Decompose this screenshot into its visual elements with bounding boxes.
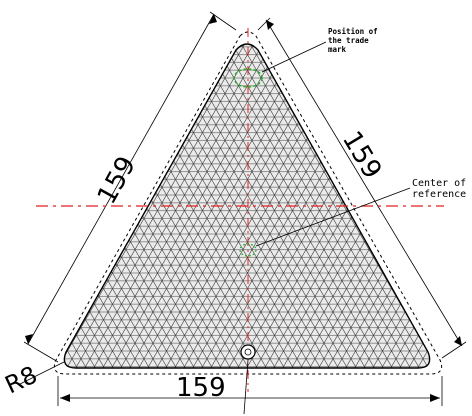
left-dimension-label: 159 — [92, 151, 142, 209]
mounting-hole-inner — [244, 348, 252, 356]
trade-mark-note-line3: mark — [328, 45, 347, 54]
right-dim-line — [265, 19, 463, 347]
trade-mark-note-line2: the trade — [328, 36, 369, 45]
center-reference-marker — [239, 243, 257, 257]
mounting-hole — [240, 344, 256, 360]
left-dim-arrow-top — [209, 14, 217, 24]
right-dim-arrow-top — [266, 20, 274, 30]
right-dim-ext-bottom — [441, 341, 467, 359]
trade-mark-leader — [261, 41, 327, 73]
right-dimension-label: 159 — [336, 126, 387, 184]
left-dim-line — [27, 13, 215, 345]
right-dim-ext-top — [257, 17, 271, 31]
left-dim-arrow-bottom — [25, 334, 33, 344]
center-reference-leader — [255, 187, 411, 247]
trade-mark-marker — [233, 68, 263, 88]
corner-radius-label: R8 — [1, 361, 42, 400]
center-reference-note-line2: reference — [412, 189, 466, 200]
radius-leader — [19, 361, 65, 385]
mounting-hole-leader — [243, 359, 249, 415]
center-reference-note-line1: Center of — [412, 178, 466, 189]
bottom-dim-arrow-left — [60, 394, 70, 402]
right-dim-arrow-bottom — [454, 336, 462, 346]
left-dim-ext-bottom — [23, 341, 59, 363]
outer-outline — [53, 31, 443, 375]
trade-mark-note-line1: Position of — [328, 27, 378, 36]
bottom-dim-arrow-right — [430, 394, 440, 402]
hatch-overlay — [64, 44, 430, 368]
bottom-dimension-label: 159 — [176, 373, 226, 403]
